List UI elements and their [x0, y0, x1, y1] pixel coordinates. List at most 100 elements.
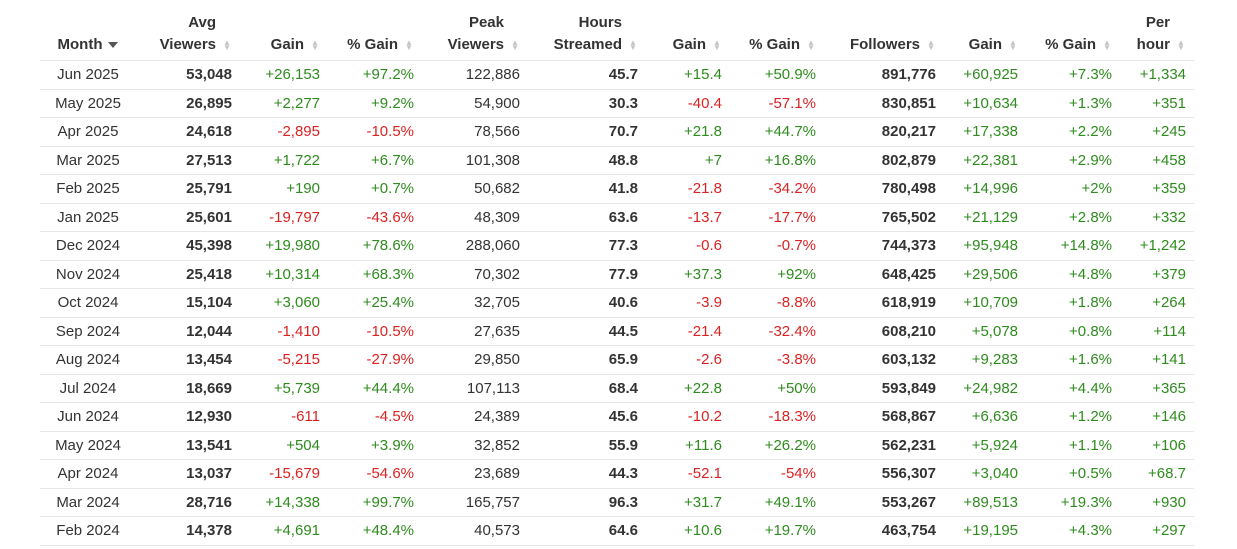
followers-pct-gain-cell: +1.6% [1026, 345, 1120, 374]
viewers-pct-gain-cell: -4.5% [328, 402, 422, 431]
avg-viewers-cell: 12,930 [136, 402, 240, 431]
hours-gain-cell: +15.4 [646, 60, 730, 89]
hours-gain-cell: -0.6 [646, 231, 730, 260]
hours-pct-gain-cell: +49.1% [730, 487, 824, 517]
hours-gain-cell: -10.2 [646, 402, 730, 431]
followers-pct-gain-cell: +14.8% [1026, 231, 1120, 260]
hours-streamed-cell: 44.3 [528, 459, 646, 488]
column-header-label: Followers [849, 36, 920, 53]
column-header-avg-viewers[interactable]: Avg Viewers ▲ ▼ [136, 12, 240, 61]
column-header-label: Streamed [553, 36, 622, 53]
per-hour-cell: +379 [1120, 259, 1194, 289]
followers-pct-gain-cell: +2.2% [1026, 117, 1120, 146]
table-row: Apr 2025 24,618 -2,895 -10.5% 78,566 70.7 +21.… [40, 117, 1194, 146]
per-hour-cell: +245 [1120, 117, 1194, 146]
viewers-pct-gain-cell: +44.4% [328, 373, 422, 403]
column-header-followers-gain[interactable]: Gain ▲ ▼ [944, 12, 1026, 61]
followers-gain-cell: +10,709 [944, 288, 1026, 317]
viewers-gain-cell: +4,691 [240, 516, 328, 546]
month-cell: Jun 2024 [40, 402, 136, 431]
followers-cell: 553,267 [824, 487, 944, 517]
sort-icon: ▲ ▼ [629, 38, 637, 53]
column-header-per-hour[interactable]: Per hour ▲ ▼ [1120, 12, 1194, 61]
followers-cell: 562,231 [824, 430, 944, 460]
month-cell: Apr 2024 [40, 459, 136, 488]
hours-pct-gain-cell: +26.2% [730, 430, 824, 460]
hours-pct-gain-cell: +19.7% [730, 516, 824, 546]
followers-cell: 608,210 [824, 316, 944, 346]
viewers-gain-cell: +190 [240, 174, 328, 203]
column-header-followers-pct-gain[interactable]: % Gain ▲ ▼ [1026, 12, 1120, 61]
table-row: Feb 2024 14,378 +4,691 +48.4% 40,573 64.6 +10.… [40, 516, 1194, 546]
hours-pct-gain-cell: +44.7% [730, 117, 824, 146]
followers-gain-cell: +89,513 [944, 487, 1026, 517]
viewers-pct-gain-cell: -43.6% [328, 202, 422, 232]
column-header-label: % Gain [347, 36, 398, 53]
peak-viewers-cell: 107,113 [422, 373, 528, 403]
followers-gain-cell: +3,040 [944, 459, 1026, 488]
viewers-gain-cell: -1,410 [240, 316, 328, 346]
table-row: Jun 2024 12,930 -611 -4.5% 24,389 45.6 -10.2 -1… [40, 402, 1194, 431]
peak-viewers-cell: 24,389 [422, 402, 528, 431]
column-header-hours-gain[interactable]: Gain ▲ ▼ [646, 12, 730, 61]
avg-viewers-cell: 26,895 [136, 88, 240, 118]
hours-gain-cell: -40.4 [646, 88, 730, 118]
followers-pct-gain-cell: +1.2% [1026, 402, 1120, 431]
viewers-pct-gain-cell: -27.9% [328, 345, 422, 374]
peak-viewers-cell: 50,682 [422, 174, 528, 203]
sort-icon: ▲ ▼ [1103, 38, 1111, 53]
followers-pct-gain-cell: +1.8% [1026, 288, 1120, 317]
per-hour-cell: +106 [1120, 430, 1194, 460]
per-hour-cell: +1,242 [1120, 231, 1194, 260]
column-header-label: Gain [270, 36, 304, 53]
viewers-gain-cell: -19,797 [240, 202, 328, 232]
hours-gain-cell: +31.7 [646, 487, 730, 517]
table-row: Jun 2025 53,048 +26,153 +97.2% 122,886 45.7 +1… [40, 60, 1194, 89]
hours-streamed-cell: 45.6 [528, 402, 646, 431]
avg-viewers-cell: 53,048 [136, 60, 240, 89]
followers-pct-gain-cell: +2.9% [1026, 145, 1120, 175]
month-cell: Mar 2025 [40, 145, 136, 175]
hours-pct-gain-cell: -8.8% [730, 288, 824, 317]
table-header-row: Month Avg Viewers ▲ ▼ Gain ▲ ▼ % Gain ▲ ▼ Peak… [40, 12, 1194, 61]
sort-descending-icon [108, 42, 119, 49]
peak-viewers-cell: 70,302 [422, 259, 528, 289]
table-row: Aug 2024 13,454 -5,215 -27.9% 29,850 65.9 -2.6… [40, 345, 1194, 374]
followers-gain-cell: +9,283 [944, 345, 1026, 374]
table-row: May 2025 26,895 +2,277 +9.2% 54,900 30.3 -40.4… [40, 88, 1194, 118]
hours-gain-cell: +22.8 [646, 373, 730, 403]
peak-viewers-cell: 32,705 [422, 288, 528, 317]
avg-viewers-cell: 45,398 [136, 231, 240, 260]
month-cell: Feb 2025 [40, 174, 136, 203]
followers-gain-cell: +17,338 [944, 117, 1026, 146]
per-hour-cell: +359 [1120, 174, 1194, 203]
column-header-label: Per [1145, 14, 1170, 31]
column-header-label: Viewers [159, 36, 216, 53]
column-header-hours-pct-gain[interactable]: % Gain ▲ ▼ [730, 12, 824, 61]
viewers-gain-cell: +14,338 [240, 487, 328, 517]
hours-gain-cell: -21.4 [646, 316, 730, 346]
peak-viewers-cell: 32,852 [422, 430, 528, 460]
hours-streamed-cell: 30.3 [528, 88, 646, 118]
column-header-label: Gain [968, 36, 1002, 53]
column-header-followers[interactable]: Followers ▲ ▼ [824, 12, 944, 61]
viewers-pct-gain-cell: +6.7% [328, 145, 422, 175]
viewers-pct-gain-cell: -10.5% [328, 117, 422, 146]
column-header-hours-streamed[interactable]: Hours Streamed ▲ ▼ [528, 12, 646, 61]
column-header-label: Month [57, 36, 103, 53]
table-row: Feb 2025 25,791 +190 +0.7% 50,682 41.8 -21.8 -3… [40, 174, 1194, 203]
followers-pct-gain-cell: +0.5% [1026, 459, 1120, 488]
column-header-month[interactable]: Month [40, 12, 136, 61]
column-header-pct-gain[interactable]: % Gain ▲ ▼ [328, 12, 422, 61]
followers-pct-gain-cell: +1.3% [1026, 88, 1120, 118]
followers-cell: 463,754 [824, 516, 944, 546]
hours-streamed-cell: 55.9 [528, 430, 646, 460]
column-header-peak-viewers[interactable]: Peak Viewers ▲ ▼ [422, 12, 528, 61]
viewers-pct-gain-cell: +78.6% [328, 231, 422, 260]
peak-viewers-cell: 78,566 [422, 117, 528, 146]
column-header-gain[interactable]: Gain ▲ ▼ [240, 12, 328, 61]
hours-pct-gain-cell: -34.2% [730, 174, 824, 203]
column-header-label: % Gain [1045, 36, 1096, 53]
column-header-label: Peak [468, 14, 504, 31]
